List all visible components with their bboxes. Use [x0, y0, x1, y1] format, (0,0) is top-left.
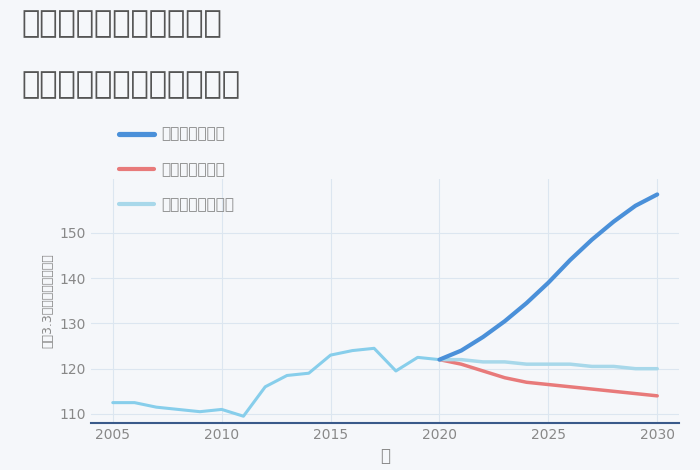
Text: グッドシナリオ: グッドシナリオ: [161, 126, 225, 141]
X-axis label: 年: 年: [380, 447, 390, 465]
Text: 兵庫県姫路市飾磨区構の: 兵庫県姫路市飾磨区構の: [21, 9, 222, 39]
Y-axis label: 坪（3.3㎡）単価（万円）: 坪（3.3㎡）単価（万円）: [41, 253, 54, 348]
Text: ノーマルシナリオ: ノーマルシナリオ: [161, 197, 234, 212]
Text: バッドシナリオ: バッドシナリオ: [161, 162, 225, 177]
Text: 中古マンションの価格推移: 中古マンションの価格推移: [21, 70, 240, 100]
